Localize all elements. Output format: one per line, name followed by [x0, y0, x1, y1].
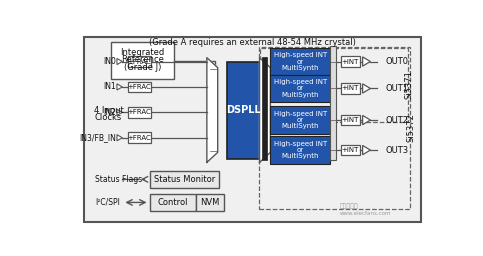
Polygon shape	[117, 84, 122, 90]
Bar	[341, 115, 359, 125]
Polygon shape	[363, 57, 370, 66]
Text: Control: Control	[157, 198, 188, 207]
Polygon shape	[207, 58, 218, 162]
Polygon shape	[117, 109, 122, 115]
Text: (Grade A requires an external 48-54 MHz crystal): (Grade A requires an external 48-54 MHz …	[149, 38, 356, 47]
Text: 4 Input: 4 Input	[95, 106, 124, 115]
Text: +INT: +INT	[341, 59, 359, 65]
Polygon shape	[117, 135, 122, 141]
Bar	[128, 132, 151, 143]
Text: +FRAC: +FRAC	[128, 109, 151, 115]
Text: or: or	[297, 147, 304, 153]
Text: IN3/FB_IN: IN3/FB_IN	[79, 133, 116, 142]
Text: Clocks: Clocks	[95, 113, 122, 122]
Polygon shape	[117, 58, 122, 65]
Text: Reference: Reference	[121, 56, 164, 65]
Polygon shape	[259, 58, 270, 162]
Text: (Grade J): (Grade J)	[124, 63, 161, 72]
Text: IN2: IN2	[103, 108, 116, 117]
Bar	[270, 74, 330, 102]
Text: OUT1: OUT1	[386, 84, 409, 93]
Text: IN0: IN0	[103, 57, 116, 66]
Text: IN1: IN1	[103, 82, 116, 91]
Bar	[262, 57, 267, 160]
Text: High-speed INT: High-speed INT	[273, 111, 327, 117]
Bar	[128, 82, 151, 92]
Bar	[341, 145, 359, 155]
Bar	[196, 194, 224, 211]
Text: MultiSynth: MultiSynth	[282, 123, 319, 129]
Bar	[270, 48, 330, 75]
Text: +FRAC: +FRAC	[128, 135, 151, 141]
Text: +INT: +INT	[341, 86, 359, 91]
Text: 电子发烧友: 电子发烧友	[340, 204, 358, 209]
Bar	[150, 171, 219, 188]
Text: +INT: +INT	[341, 147, 359, 153]
Text: Integrated: Integrated	[120, 48, 165, 57]
Text: Status Flags: Status Flags	[95, 175, 142, 184]
Text: Si5371: Si5371	[405, 70, 413, 99]
Bar	[128, 107, 151, 118]
Text: or: or	[297, 59, 304, 65]
Bar	[227, 61, 259, 158]
Text: NVM: NVM	[200, 198, 220, 207]
Polygon shape	[363, 115, 370, 125]
Text: or: or	[297, 117, 304, 123]
Text: +INT: +INT	[341, 117, 359, 123]
Bar	[260, 48, 408, 122]
Bar	[150, 194, 196, 211]
Text: OUT3: OUT3	[386, 146, 409, 155]
Text: +FRAC: +FRAC	[128, 59, 151, 65]
Text: or: or	[297, 86, 304, 91]
Bar	[341, 83, 359, 94]
Text: Status Monitor: Status Monitor	[154, 175, 215, 184]
Text: Si5372: Si5372	[407, 113, 416, 142]
Text: MultiSynth: MultiSynth	[282, 65, 319, 71]
Bar	[330, 46, 336, 160]
Text: MultiSynth: MultiSynth	[282, 153, 319, 159]
Bar	[259, 47, 410, 209]
Text: OUT0: OUT0	[386, 57, 409, 66]
Text: I²C/SPI: I²C/SPI	[95, 198, 120, 207]
Text: www.elecfans.com: www.elecfans.com	[340, 211, 391, 216]
Text: +FRAC: +FRAC	[128, 84, 151, 90]
Polygon shape	[363, 84, 370, 93]
Bar	[270, 106, 330, 134]
Text: DSPLL: DSPLL	[226, 105, 261, 115]
Polygon shape	[363, 145, 370, 155]
Bar	[111, 42, 174, 79]
Text: High-speed INT: High-speed INT	[273, 79, 327, 85]
Bar	[341, 56, 359, 67]
Bar	[128, 56, 151, 67]
Bar	[270, 136, 330, 164]
Text: High-speed INT: High-speed INT	[273, 52, 327, 58]
Text: High-speed INT: High-speed INT	[273, 141, 327, 147]
Text: MultiSynth: MultiSynth	[282, 92, 319, 98]
Text: OUT2: OUT2	[386, 115, 409, 124]
